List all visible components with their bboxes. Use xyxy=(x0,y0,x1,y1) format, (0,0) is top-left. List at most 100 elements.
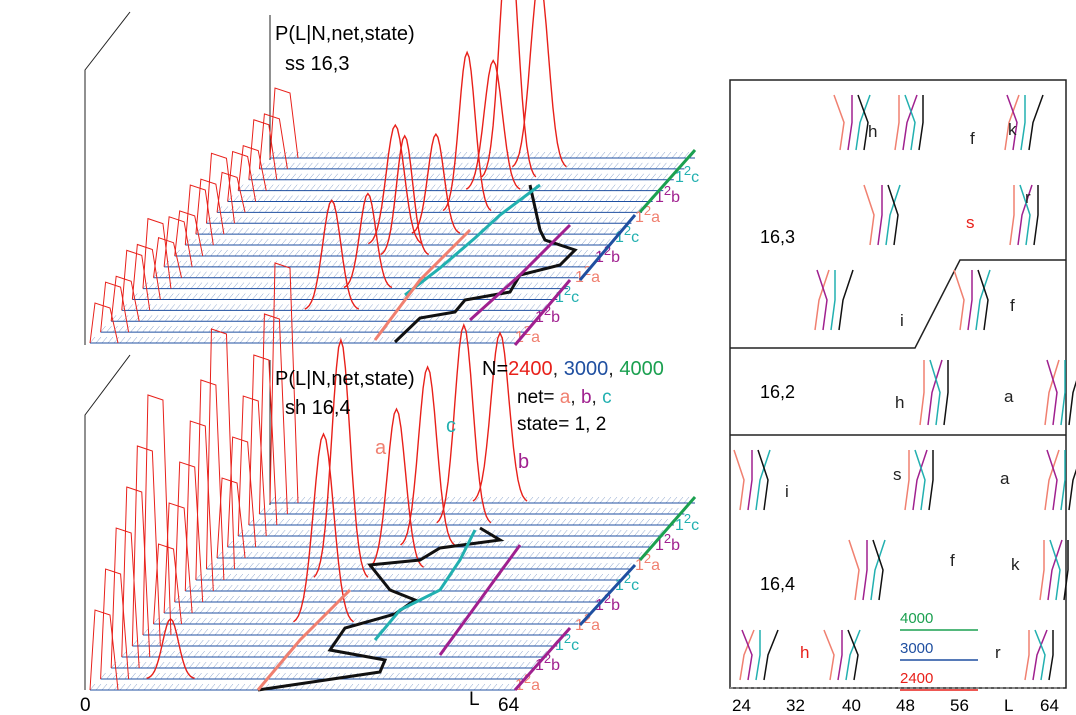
plate-hatch xyxy=(301,304,307,311)
plate-hatch xyxy=(609,228,616,235)
wall-curve xyxy=(248,354,278,526)
plate-hatch xyxy=(597,573,604,581)
plate-hatch xyxy=(167,336,174,344)
plate-hatch xyxy=(284,315,291,322)
plate-hatch xyxy=(335,584,341,592)
plate-hatch xyxy=(338,173,345,180)
plate-hatch xyxy=(286,184,292,191)
plate-hatch xyxy=(333,617,339,625)
plate-hatch xyxy=(165,271,171,278)
plate-hatch xyxy=(454,282,461,289)
plate-hatch xyxy=(280,628,287,636)
plate-hatch xyxy=(472,282,479,289)
plate-hatch xyxy=(546,595,552,603)
plate-hatch xyxy=(415,304,421,311)
plate-hatch xyxy=(391,162,397,170)
plate-hatch xyxy=(571,162,577,170)
plate-hatch xyxy=(405,617,411,625)
plate-hatch xyxy=(236,562,242,570)
plate-hatch xyxy=(551,540,557,548)
plate-hatch xyxy=(321,573,328,581)
plate-hatch xyxy=(287,151,294,159)
wall-curve xyxy=(153,543,183,625)
plate-hatch xyxy=(626,562,632,570)
plate-hatch xyxy=(491,195,497,202)
plate-hatch xyxy=(370,282,377,289)
plate-hatch xyxy=(294,293,300,300)
plate-hatch xyxy=(566,562,572,570)
plate-hatch xyxy=(578,562,584,570)
plate-hatch xyxy=(420,639,426,647)
plate-hatch xyxy=(419,336,426,344)
plate-hatch xyxy=(224,217,230,224)
right-segment-line xyxy=(747,450,753,511)
plate-hatch xyxy=(300,293,306,300)
plate-hatch xyxy=(622,184,628,191)
plate-hatch xyxy=(576,249,582,257)
plate-hatch xyxy=(482,661,489,669)
plate-hatch xyxy=(295,507,301,515)
plate-hatch xyxy=(286,325,292,333)
plate-hatch xyxy=(370,529,376,537)
plate-hatch xyxy=(230,315,237,322)
plate-hatch xyxy=(416,173,423,180)
plate-hatch xyxy=(466,325,472,333)
right-legend-label: 4000 xyxy=(900,610,933,627)
plate-hatch xyxy=(429,228,436,235)
right-segment-line xyxy=(1044,449,1060,511)
plate-hatch xyxy=(228,551,235,559)
plate-hatch xyxy=(440,173,447,180)
plate-hatch xyxy=(419,496,426,504)
plate-hatch xyxy=(590,173,597,180)
plate-hatch xyxy=(305,683,312,691)
plate-hatch xyxy=(569,238,575,246)
plate-hatch xyxy=(419,683,426,691)
plate-hatch xyxy=(598,529,604,537)
plate-hatch xyxy=(530,217,536,224)
plate-hatch xyxy=(312,595,318,603)
plate-hatch xyxy=(483,617,489,625)
plate-hatch xyxy=(246,639,252,647)
plate-hatch xyxy=(356,173,363,180)
plate-hatch xyxy=(296,217,302,224)
right-letter: i xyxy=(785,482,789,501)
plate-hatch xyxy=(400,672,406,680)
plate-hatch xyxy=(215,584,221,592)
plate-hatch xyxy=(582,249,588,257)
plate-hatch xyxy=(396,551,403,559)
plate-hatch xyxy=(232,282,239,289)
plate-hatch xyxy=(335,683,342,691)
plate-hatch xyxy=(656,173,663,180)
plate-hatch xyxy=(593,496,600,504)
plate-hatch xyxy=(360,551,367,559)
plate-hatch xyxy=(620,173,627,180)
plate-hatch xyxy=(299,238,305,246)
plate-hatch xyxy=(338,661,345,669)
plate-hatch xyxy=(399,271,405,278)
plate-hatch xyxy=(378,551,385,559)
plate-hatch xyxy=(500,661,507,669)
plate-hatch xyxy=(495,617,501,625)
plate-hatch xyxy=(408,293,414,300)
right-segment-line xyxy=(845,629,861,681)
plate-hatch xyxy=(537,573,544,581)
plate-hatch xyxy=(246,206,253,213)
plate-hatch xyxy=(314,173,321,180)
right-x-tick: 48 xyxy=(896,696,915,715)
right-letter: r xyxy=(995,643,1001,662)
plate-hatch xyxy=(229,260,236,267)
plate-hatch xyxy=(219,271,225,278)
plate-hatch xyxy=(417,271,423,278)
plate-hatch xyxy=(392,217,398,224)
plate-hatch xyxy=(403,304,409,311)
plate-hatch xyxy=(477,573,484,581)
plate-hatch xyxy=(569,540,575,548)
plate-hatch xyxy=(187,650,193,658)
plate-hatch xyxy=(572,173,579,180)
plate-hatch xyxy=(520,529,526,537)
plate-hatch xyxy=(587,151,594,159)
plate-hatch xyxy=(448,628,455,636)
distribution-curve xyxy=(367,123,423,245)
right-segment-line xyxy=(847,95,853,151)
plate-hatch xyxy=(328,184,334,191)
